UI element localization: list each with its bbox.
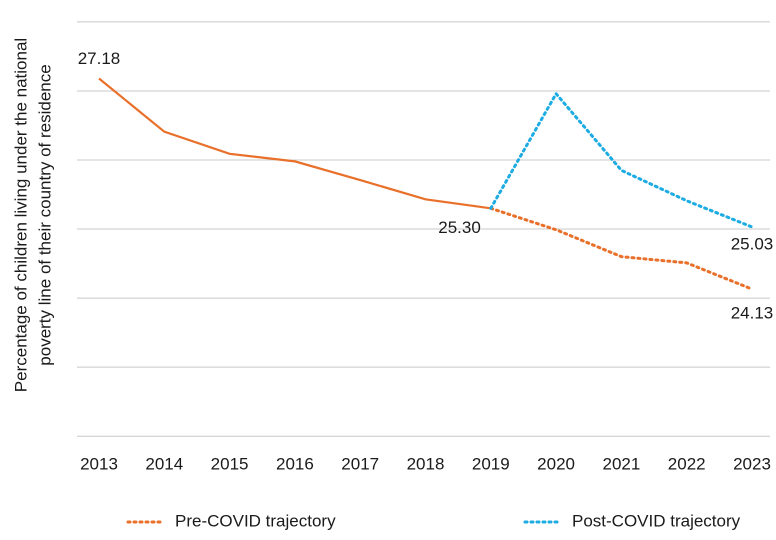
x-tick-label: 2015 — [211, 454, 249, 473]
legend-label: Post-COVID trajectory — [572, 511, 741, 530]
line — [489, 91, 754, 229]
data-label: 25.03 — [731, 234, 774, 253]
x-tick-label: 2018 — [407, 454, 445, 473]
y-axis-label: poverty line of their country of residen… — [35, 64, 54, 365]
data-label: 24.13 — [731, 304, 774, 323]
x-tick-label: 2022 — [668, 454, 706, 473]
x-tick-label: 2020 — [537, 454, 575, 473]
y-axis-label: Percentage of children living under the … — [11, 38, 30, 392]
data-label: 25.30 — [438, 218, 481, 237]
x-tick-label: 2014 — [145, 454, 183, 473]
data-label: 27.18 — [78, 49, 121, 68]
x-tick-label: 2013 — [80, 454, 118, 473]
x-tick-label: 2016 — [276, 454, 314, 473]
x-tick-label: 2019 — [472, 454, 510, 473]
x-tick-label: 2021 — [602, 454, 640, 473]
x-tick-label: 2023 — [733, 454, 771, 473]
line — [489, 206, 754, 291]
legend-label: Pre-COVID trajectory — [175, 511, 336, 530]
line — [98, 77, 491, 210]
x-tick-label: 2017 — [341, 454, 379, 473]
